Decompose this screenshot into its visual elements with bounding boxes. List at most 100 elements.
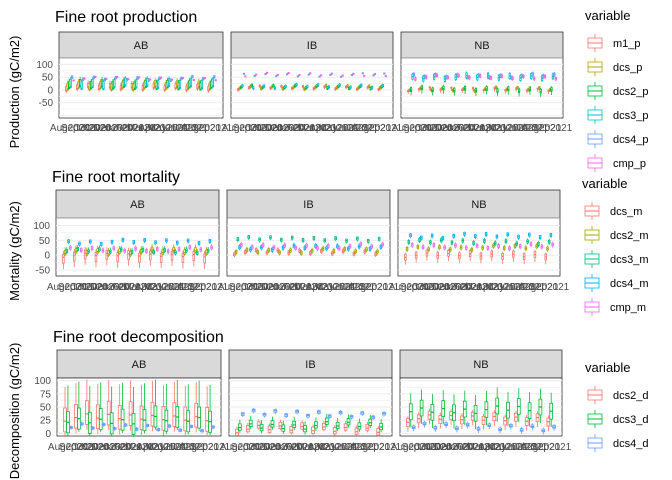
legend-entry: dcs3_d xyxy=(587,410,648,428)
boxplot-mark xyxy=(515,240,519,247)
boxplot-mark xyxy=(170,248,174,267)
boxplot-mark xyxy=(493,240,497,247)
boxplot-mark xyxy=(78,241,81,247)
x-tick-label: Mar2021 xyxy=(465,282,505,293)
boxplot-mark xyxy=(321,245,325,252)
boxplot-mark xyxy=(280,237,283,243)
x-tick-label: Sep2021 xyxy=(531,442,571,453)
x-tick-label: Apr2021 xyxy=(476,282,514,293)
x-tick-label: Apr2021 xyxy=(309,123,347,134)
plot-panel xyxy=(226,217,391,277)
x-tick-label: Dec2020 xyxy=(90,282,130,293)
boxplot-mark xyxy=(261,242,265,249)
x-tick-label: Dec2020 xyxy=(265,123,305,134)
boxplot-mark xyxy=(240,241,243,248)
chart-2: Fine root mortality Mortality (gC/m2) 100 5… xyxy=(7,169,649,316)
boxplot-mark xyxy=(327,242,330,249)
boxplot-mark xyxy=(90,245,94,252)
x-tick-label: Jul2021 xyxy=(513,123,548,134)
x-tick-label: Nov2020 xyxy=(421,282,461,293)
boxplot-mark xyxy=(544,252,548,265)
x-tick-label: Sep2021 xyxy=(532,123,572,134)
boxplot-mark xyxy=(495,387,500,422)
boxplot-mark xyxy=(300,249,303,256)
boxplot-mark xyxy=(309,72,312,75)
boxplot-mark xyxy=(346,83,349,88)
legend-label: cmp_p xyxy=(613,158,646,170)
boxplot-mark xyxy=(197,240,201,246)
boxplot-mark xyxy=(189,76,193,88)
boxplot-mark xyxy=(429,239,432,246)
boxplot-mark xyxy=(177,246,181,253)
x-tick-label: Sep2021 xyxy=(529,282,569,293)
boxplot-mark xyxy=(283,242,287,249)
x-tick-label: Sep2020 xyxy=(400,282,440,293)
boxplot-mark xyxy=(404,252,407,265)
legend: variable dcs_m dcs2_m dcs3_m dcs4_m cmp_m xyxy=(582,176,649,316)
boxplot-mark xyxy=(70,75,74,79)
boxplot-mark xyxy=(436,251,440,263)
boxplot-mark xyxy=(273,408,278,414)
boxplot-mark xyxy=(498,426,502,434)
x-tick-label: Dec2020 xyxy=(94,123,134,134)
x-tick-label: Jan2021 xyxy=(273,282,312,293)
boxplot-mark xyxy=(472,240,475,246)
legend-label: dcs2_m xyxy=(610,230,649,242)
boxplot-mark xyxy=(194,244,197,254)
boxplot-mark xyxy=(525,89,529,94)
y-tick-label: 50 xyxy=(42,73,54,84)
legend-title: variable xyxy=(585,8,631,23)
boxplot-mark xyxy=(335,85,338,90)
boxplot-mark xyxy=(138,76,141,79)
x-tick-label: Sep2020 xyxy=(231,442,271,453)
boxplot-mark xyxy=(524,414,529,431)
boxplot-mark xyxy=(303,421,307,435)
x-tick-label: Jan2021 xyxy=(275,442,314,453)
boxplot-mark xyxy=(192,78,195,81)
boxplot-mark xyxy=(66,385,70,436)
boxplot-mark xyxy=(258,237,261,243)
boxplot-mark xyxy=(143,237,146,243)
y-tick-label: 50 xyxy=(40,403,52,414)
boxplot-mark xyxy=(519,427,524,434)
boxplot-mark xyxy=(360,410,365,416)
x-tick-label: Oct2020 xyxy=(70,282,108,293)
boxplot-mark xyxy=(481,413,486,430)
boxplot-mark xyxy=(295,409,299,415)
boxplot-mark xyxy=(269,235,272,241)
boxplot-mark xyxy=(294,244,297,251)
boxplot-mark xyxy=(503,414,507,431)
x-tick-label: Oct2020 xyxy=(244,123,282,134)
x-tick-label: Nov2020 xyxy=(83,123,123,134)
boxplot-mark xyxy=(316,409,321,415)
boxplot-mark xyxy=(324,413,329,428)
x-tick-label: Sep2020 xyxy=(58,282,98,293)
boxplot-mark xyxy=(134,427,139,432)
boxplot-mark xyxy=(441,235,445,241)
boxplot-mark xyxy=(181,250,185,269)
boxplot-mark xyxy=(484,231,488,238)
boxplot-mark xyxy=(368,245,372,252)
boxplot-mark xyxy=(89,239,92,245)
boxplot-mark xyxy=(536,87,539,92)
x-tick-label: Aug2020 xyxy=(220,442,260,453)
boxplot-mark xyxy=(90,425,95,431)
boxplot-mark xyxy=(270,416,275,430)
boxplot-mark xyxy=(241,83,244,89)
boxplot-mark xyxy=(381,241,384,248)
boxplot-mark xyxy=(384,75,387,78)
x-tick-label: Sep2020 xyxy=(402,442,442,453)
y-tick-label: 100 xyxy=(34,376,51,387)
boxplot-mark xyxy=(370,85,374,90)
x-tick-label: Sep2021 xyxy=(188,282,228,293)
boxplot-mark xyxy=(72,79,75,82)
boxplot-mark xyxy=(98,382,103,433)
x-tick-label: Aug2021 xyxy=(181,123,221,134)
boxplot-mark xyxy=(444,421,448,429)
boxplot-mark xyxy=(554,76,557,82)
boxplot-mark xyxy=(303,245,307,252)
boxplot-mark xyxy=(349,85,352,90)
boxplot-mark xyxy=(280,84,283,89)
x-tick-label: Aug2021 xyxy=(521,123,561,134)
boxplot-mark xyxy=(383,72,386,75)
